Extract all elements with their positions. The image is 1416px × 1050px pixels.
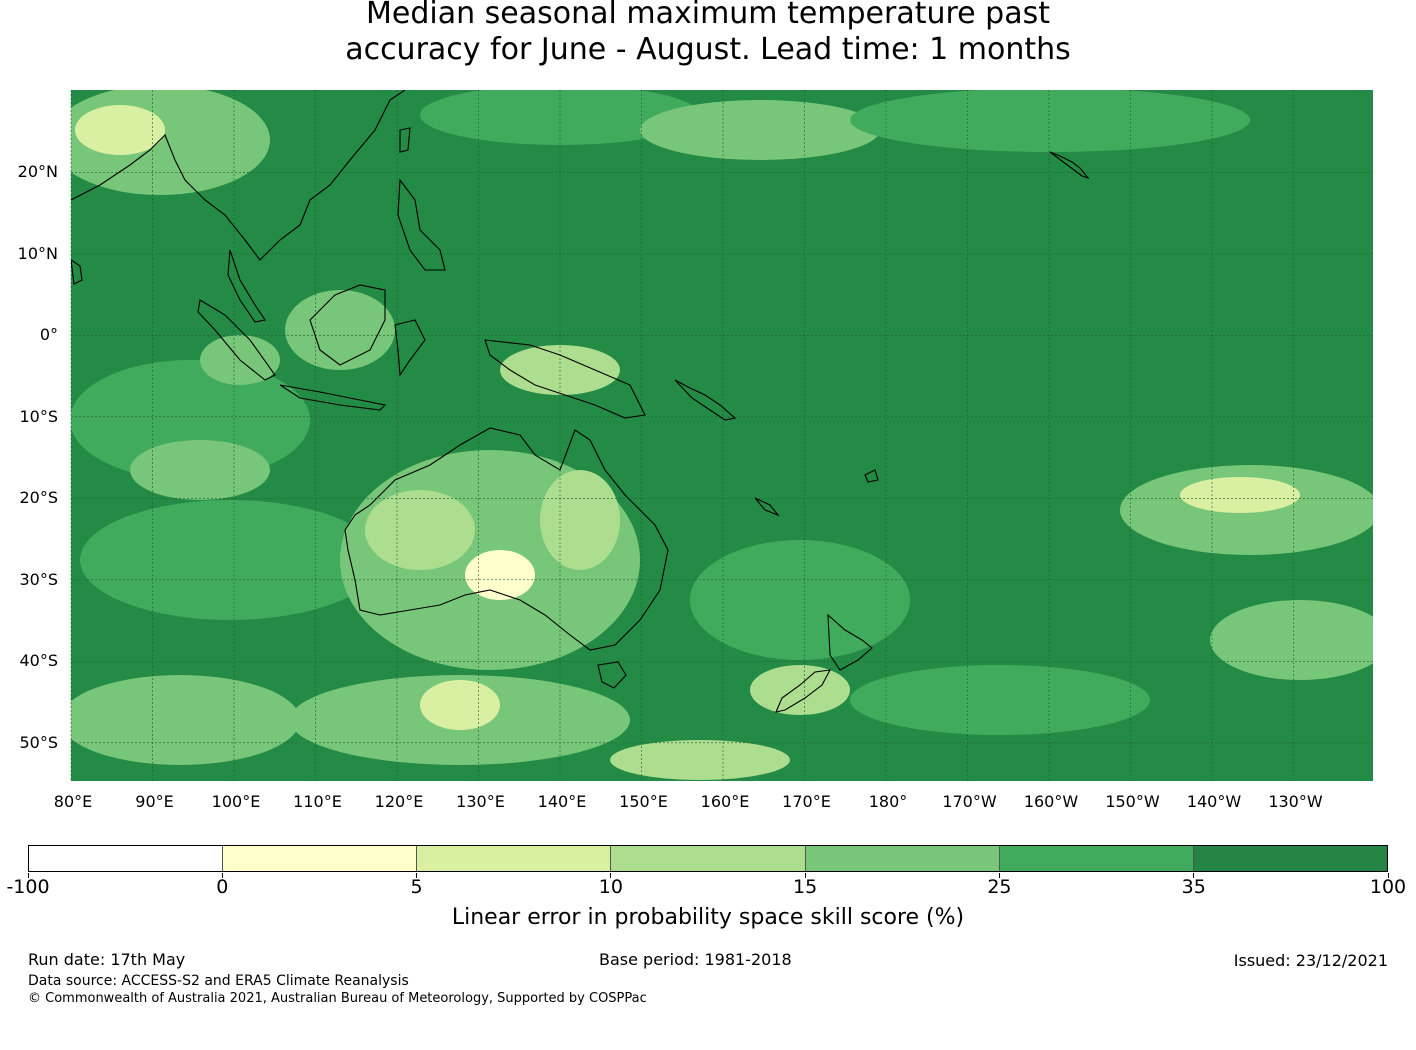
latitude-label: 20°S xyxy=(19,488,58,508)
colorbar-tick-label: 15 xyxy=(793,876,818,898)
colorbar-tick xyxy=(1193,873,1195,878)
colorbar-tick xyxy=(416,873,418,878)
colorbar-tick-label: 0 xyxy=(216,876,229,898)
latitude-label: 40°S xyxy=(19,651,58,671)
coastline-sri-lanka xyxy=(71,259,83,285)
longitude-label: 130°E xyxy=(456,792,505,811)
coastline-borneo xyxy=(309,284,386,366)
colorbar-tick xyxy=(804,873,806,878)
colorbar-tick-label: 100 xyxy=(1369,876,1407,898)
coastline-malay-peninsula xyxy=(227,249,266,323)
run-date: Run date: 17th May xyxy=(28,950,186,969)
longitude-label: 130°W xyxy=(1268,792,1323,811)
skill-score-patches xyxy=(71,90,1373,780)
latitude-label: 30°S xyxy=(19,569,58,589)
colorbar-tick-label: 25 xyxy=(987,876,1012,898)
longitude-label: 170°E xyxy=(782,792,831,811)
coastline-solomon-islands xyxy=(674,379,737,421)
longitude-label: 160°E xyxy=(700,792,750,811)
longitude-label: 170°W xyxy=(942,792,997,811)
colorbar xyxy=(28,845,1388,872)
colorbar-title: Linear error in probability space skill … xyxy=(451,905,965,930)
colorbar-segment xyxy=(611,846,806,871)
longitude-label: 150°W xyxy=(1105,792,1160,811)
latitude-label: 20°N xyxy=(17,162,58,182)
chart-title-line-2: accuracy for June - August. Lead time: 1… xyxy=(345,32,1071,67)
copyright: © Commonwealth of Australia 2021, Austra… xyxy=(28,991,647,1006)
latitude-label: 0° xyxy=(39,325,58,345)
data-source: Data source: ACCESS-S2 and ERA5 Climate … xyxy=(28,973,409,989)
coastline-asia-mainland xyxy=(71,90,406,261)
colorbar-tick xyxy=(1387,873,1389,878)
coastline-sumatra xyxy=(197,299,276,381)
coastline-australia xyxy=(344,427,669,651)
latitude-label: 50°S xyxy=(19,732,58,752)
longitude-label: 80°E xyxy=(53,792,93,811)
coastline-new-zealand-south xyxy=(775,669,831,713)
issued-date: Issued: 23/12/2021 xyxy=(1233,951,1388,970)
graticule xyxy=(70,90,1373,781)
colorbar-segment xyxy=(417,846,612,871)
colorbar-segment xyxy=(1193,846,1387,871)
colorbar-tick xyxy=(221,873,223,878)
longitude-label: 140°E xyxy=(537,792,587,811)
longitude-label: 150°E xyxy=(619,792,668,811)
coastline-new-zealand-north xyxy=(827,613,873,671)
colorbar-tick xyxy=(998,873,1000,878)
coastline-taiwan xyxy=(399,127,411,153)
colorbar-segment xyxy=(29,846,224,871)
coastlines xyxy=(71,90,1090,713)
colorbar-tick xyxy=(27,873,29,878)
zone-australia xyxy=(340,450,640,670)
chart-title-line-1: Median seasonal maximum temperature past xyxy=(366,0,1050,31)
latitude-label: 10°N xyxy=(17,243,58,263)
longitude-label: 160°W xyxy=(1023,792,1079,811)
longitude-label: 140°W xyxy=(1186,792,1242,811)
base-period: Base period: 1981-2018 xyxy=(599,950,792,969)
colorbar-tick-label: 10 xyxy=(598,876,623,898)
coastline-hawaii xyxy=(1049,151,1090,180)
colorbar-segment xyxy=(223,846,418,871)
zone-indian-ocean xyxy=(71,360,790,780)
coastline-tasmania xyxy=(597,661,627,689)
colorbar-tick xyxy=(610,873,612,878)
longitude-label: 120°E xyxy=(374,792,424,811)
coastline-new-caledonia xyxy=(754,497,780,517)
coastline-philippines xyxy=(397,178,446,271)
coastline-sulawesi xyxy=(394,319,426,377)
longitude-label: 180° xyxy=(868,792,908,811)
colorbar-segment xyxy=(999,846,1194,871)
colorbar-tick-label: -100 xyxy=(6,876,50,898)
colorbar-tick-label: 35 xyxy=(1181,876,1206,898)
coastline-java xyxy=(279,384,387,411)
zone-southwest-pacific xyxy=(690,465,1373,735)
skill-score-map xyxy=(70,90,1373,781)
latitude-label: 10°S xyxy=(19,406,58,426)
longitude-label: 110°E xyxy=(293,792,342,811)
coastline-new-guinea xyxy=(484,339,646,419)
colorbar-tick-label: 5 xyxy=(410,876,423,898)
zone-east-asia xyxy=(71,90,1250,195)
colorbar-segment xyxy=(805,846,1000,871)
coastline-fiji xyxy=(864,469,879,483)
longitude-label: 100°E xyxy=(211,792,261,811)
longitude-label: 90°E xyxy=(135,792,174,811)
